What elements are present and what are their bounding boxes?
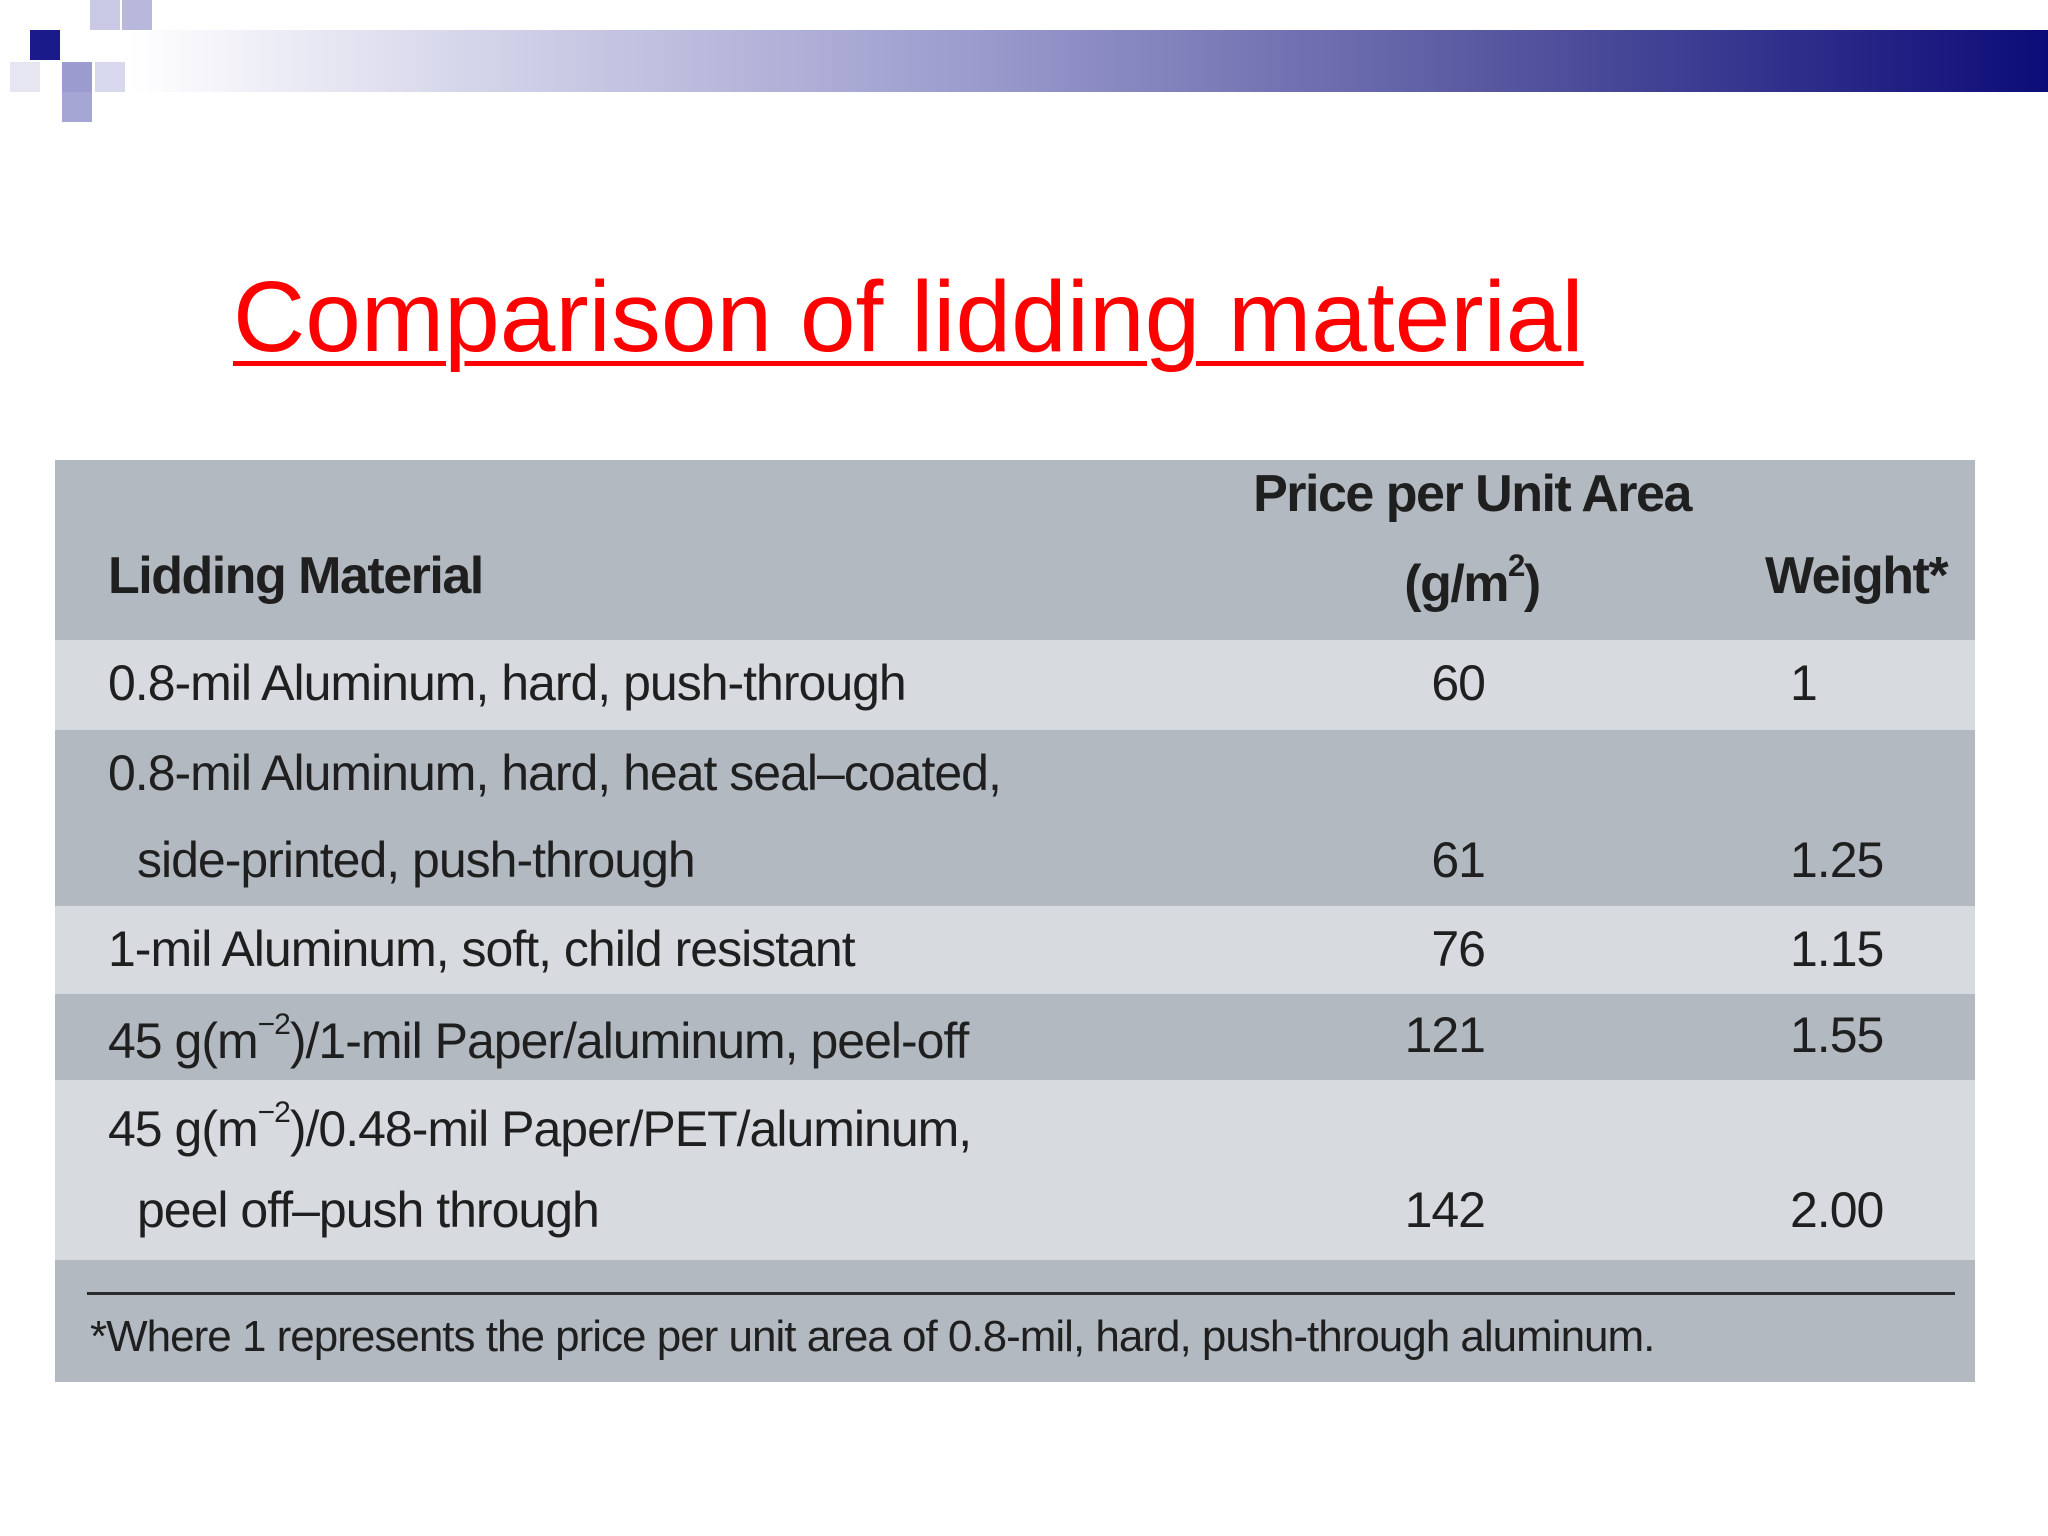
header-lidding-material: Lidding Material: [108, 547, 484, 605]
decorative-square-navy: [30, 30, 60, 60]
table-row: 45 g(m−2)/0.48-mil Paper/PET/aluminum, p…: [55, 1080, 1975, 1260]
row-weight: 1.55: [1790, 1007, 1884, 1063]
row-material-superscript: −2: [257, 1008, 291, 1041]
row-price: 61: [1431, 832, 1486, 888]
row-material: 0.8-mil Aluminum, hard, push-through: [108, 655, 907, 711]
row-weight: 1: [1790, 655, 1818, 711]
decorative-square-light: [10, 62, 40, 92]
row-price: 60: [1431, 655, 1486, 711]
table-footnote: *Where 1 represents the price per unit a…: [90, 1312, 1655, 1361]
row-weight: 1.15: [1790, 921, 1884, 977]
row-price: 142: [1404, 1182, 1486, 1238]
footnote-divider: [87, 1292, 1955, 1295]
row-material-continued: peel off–push through: [137, 1182, 600, 1238]
decorative-square-light: [90, 0, 120, 30]
row-weight: 2.00: [1790, 1182, 1884, 1238]
row-material: 45 g(m−2)/0.48-mil Paper/PET/aluminum,: [108, 1096, 972, 1157]
decorative-square-light: [122, 0, 152, 30]
decorative-square-mid: [62, 62, 92, 92]
header-gradient-band: [130, 30, 2048, 92]
table-row: 45 g(m−2)/1-mil Paper/aluminum, peel-off…: [55, 994, 1975, 1080]
row-material-superscript: −2: [257, 1096, 291, 1129]
row-material: 1-mil Aluminum, soft, child resistant: [108, 921, 856, 977]
header-weight: Weight*: [1765, 547, 1949, 605]
table-row: 0.8-mil Aluminum, hard, heat seal–coated…: [55, 730, 1975, 906]
row-material: 45 g(m−2)/1-mil Paper/aluminum, peel-off: [108, 1008, 969, 1069]
table-row: 1-mil Aluminum, soft, child resistant 76…: [55, 906, 1975, 994]
row-price: 76: [1431, 921, 1486, 977]
header-price-superscript: 2: [1508, 548, 1525, 583]
table-header-row: Lidding Material Price per Unit Area (g/…: [55, 460, 1975, 640]
slide-title: Comparison of lidding material: [233, 261, 1584, 373]
table-row: 0.8-mil Aluminum, hard, push-through 60 …: [55, 640, 1975, 730]
row-price: 121: [1404, 1007, 1486, 1063]
header-price-line1: Price per Unit Area: [1253, 465, 1692, 523]
row-material-continued: side-printed, push-through: [137, 832, 696, 888]
lidding-comparison-table: Lidding Material Price per Unit Area (g/…: [55, 460, 1975, 1382]
decorative-square-mid: [62, 92, 92, 122]
row-weight: 1.25: [1790, 832, 1884, 888]
row-material: 0.8-mil Aluminum, hard, heat seal–coated…: [108, 745, 1002, 801]
decorative-square-light: [95, 62, 125, 92]
header-price-line2: (g/m2): [1404, 548, 1541, 613]
